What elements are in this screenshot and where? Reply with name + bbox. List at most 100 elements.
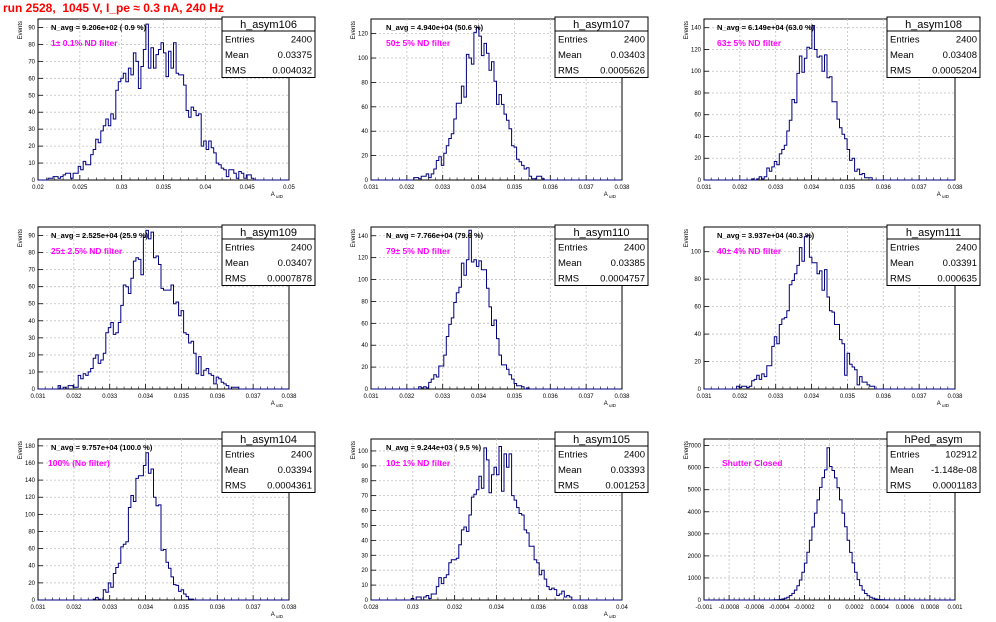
x-tick-label: -0.0002	[794, 605, 815, 611]
stat-value: 0.03403	[611, 50, 645, 61]
x-tick-label: 0.03	[116, 185, 128, 191]
x-axis-label: A uID	[604, 192, 617, 199]
stat-value: 2400	[624, 450, 645, 461]
y-axis-label: Events	[18, 441, 24, 459]
navg-label: N_avg = 2.525e+04 (25.9 %)	[51, 231, 149, 240]
histogram-panel-h_asym105: 0.028 0.03 0.032 0.034 0.036 0.038 0.04 0 10 20 30…	[351, 431, 649, 619]
y-tick-label: 100	[691, 250, 702, 256]
x-tick-label: 0.031	[30, 394, 46, 400]
histogram-name: h_asym105	[573, 434, 630, 446]
stat-label: Entries	[890, 243, 920, 254]
histogram-line	[704, 447, 955, 601]
y-tick-label: 0	[698, 598, 702, 604]
x-axis-label: A uID	[604, 401, 617, 408]
stat-label: Entries	[558, 243, 588, 254]
x-tick-label: 0.028	[363, 605, 379, 611]
y-tick-label: 50	[361, 523, 368, 529]
x-tick-label: 0.05	[283, 185, 295, 191]
y-tick-label: 20	[28, 581, 35, 587]
y-tick-label: 20	[361, 568, 368, 574]
x-tick-label: 0.04	[199, 185, 211, 191]
y-tick-label: 120	[25, 495, 36, 501]
y-tick-label: 10	[28, 161, 35, 167]
y-axis-label: Events	[684, 441, 690, 459]
x-tick-label: 0.038	[614, 394, 630, 400]
stats-box	[221, 16, 316, 78]
x-tick-label: 0.0006	[896, 605, 915, 611]
y-tick-label: 5000	[688, 488, 702, 494]
stats-box	[221, 431, 316, 493]
x-tick-label: 0.031	[363, 394, 379, 400]
stat-label: RMS	[558, 481, 579, 492]
histogram-name: h_asym111	[906, 227, 961, 239]
y-tick-label: 40	[28, 564, 35, 570]
y-axis-label: Events	[18, 229, 24, 247]
x-tick-label: 0.032	[399, 185, 415, 191]
x-tick-label: 0.0002	[845, 605, 864, 611]
stat-value: 0.000635	[937, 274, 977, 285]
navg-label: N_avg = 4.940e+04 (50.6 %)	[386, 23, 484, 32]
histogram-name: h_asym104	[240, 434, 297, 446]
y-tick-label: 80	[361, 80, 368, 86]
y-tick-label: 120	[691, 47, 702, 53]
x-tick-label: 0.033	[768, 185, 784, 191]
y-axis-label: Events	[351, 441, 357, 459]
x-tick-label: 0.031	[696, 394, 712, 400]
x-tick-label: 0.038	[947, 394, 963, 400]
x-tick-label: 0.032	[66, 605, 82, 611]
stat-label: Entries	[890, 450, 920, 461]
stat-label: Entries	[225, 35, 255, 46]
stat-value: 102912	[945, 450, 977, 461]
stats-box	[886, 224, 981, 286]
y-tick-label: 30	[28, 127, 35, 133]
x-axis-label: A uID	[271, 612, 284, 619]
y-tick-label: 6000	[688, 466, 702, 472]
stat-value: 0.03408	[943, 50, 977, 61]
y-tick-label: 20	[694, 360, 701, 366]
x-tick-label: 0.031	[30, 605, 46, 611]
stat-label: Entries	[225, 243, 255, 254]
x-tick-label: 0.036	[210, 605, 226, 611]
filter-label: Shutter Closed	[722, 458, 782, 468]
y-tick-label: 60	[361, 321, 368, 327]
x-tick-label: 0.038	[947, 185, 963, 191]
stat-label: Entries	[558, 35, 588, 46]
y-tick-label: 80	[694, 277, 701, 283]
run-title: run 2528, 1045 V, I_pe ≈ 0.3 nA, 240 Hz	[3, 1, 224, 15]
x-tick-label: 0.033	[435, 394, 451, 400]
y-tick-label: 80	[28, 42, 35, 48]
histogram-panel-hPed_asym: -0.001 -0.0008 -0.0006 -0.0004 -0.0002 0 0.000…	[684, 431, 981, 611]
filter-label: 25± 2.5% ND filter	[51, 246, 123, 256]
y-tick-label: 120	[358, 32, 369, 38]
x-tick-label: 0.038	[281, 394, 297, 400]
x-tick-label: 0.031	[696, 185, 712, 191]
navg-label: N_avg = 6.149e+04 (63.0 %)	[717, 23, 815, 32]
histogram-line	[704, 234, 955, 390]
x-tick-label: 0.037	[246, 394, 262, 400]
stat-label: RMS	[890, 481, 911, 492]
navg-label: N_avg = 7.766e+04 (79.6 %)	[386, 231, 484, 240]
y-tick-label: 40	[28, 110, 35, 116]
histogram-line	[38, 229, 289, 390]
stat-label: RMS	[225, 481, 246, 492]
stat-value: 2400	[624, 243, 645, 254]
x-tick-label: 0.02	[32, 185, 44, 191]
histogram-panel-h_asym104: 0.031 0.032 0.033 0.034 0.035 0.036 0.037 0.038…	[18, 431, 316, 619]
x-tick-label: 0.036	[543, 185, 559, 191]
y-tick-label: 0	[698, 387, 702, 393]
plot-frame	[370, 226, 623, 390]
x-tick-label: 0.001	[947, 605, 963, 611]
y-tick-label: 40	[361, 129, 368, 135]
y-tick-label: 20	[28, 144, 35, 150]
y-tick-label: 0	[32, 598, 36, 604]
stat-value: 2400	[624, 35, 645, 46]
y-tick-label: 20	[28, 353, 35, 359]
stat-value: 0.03407	[278, 258, 312, 269]
x-tick-label: -0.0006	[744, 605, 765, 611]
histogram-line	[38, 23, 289, 181]
stat-value: 0.03391	[943, 258, 977, 269]
histogram-name: h_asym107	[573, 19, 630, 31]
x-tick-label: 0.032	[66, 394, 82, 400]
stat-label: Mean	[558, 258, 582, 269]
y-tick-label: 20	[361, 154, 368, 160]
